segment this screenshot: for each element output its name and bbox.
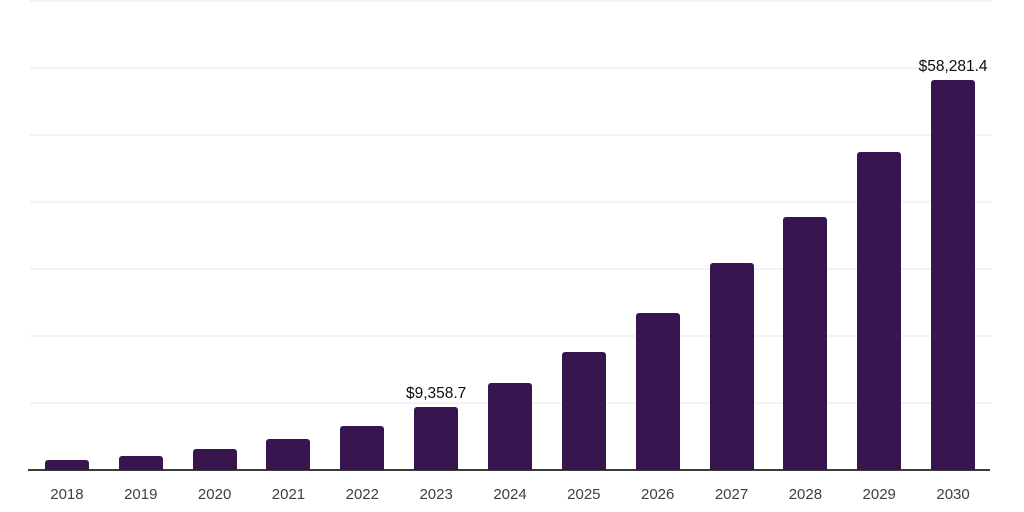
gridline-60000 [30, 67, 992, 69]
bar-2018 [45, 460, 89, 470]
bar-2030 [931, 80, 975, 470]
bar-2021 [266, 439, 310, 470]
x-tick-label-2019: 2019 [124, 486, 158, 503]
bar-2023 [414, 407, 458, 470]
gridline-70000 [30, 0, 992, 2]
x-tick-label-2018: 2018 [50, 486, 84, 503]
x-tick-label-2025: 2025 [567, 486, 601, 503]
gridline-50000 [30, 134, 992, 136]
x-tick-label-2030: 2030 [936, 486, 970, 503]
bar-value-label-2023: $9,358.7 [405, 385, 467, 402]
x-tick-label-2026: 2026 [641, 486, 675, 503]
bar-2026 [636, 313, 680, 470]
bar-2025 [562, 352, 606, 470]
bar-2024 [488, 383, 532, 470]
gridline-40000 [30, 201, 992, 203]
bar-value-label-2030: $58,281.4 [918, 58, 988, 75]
gridline-20000 [30, 335, 992, 337]
x-tick-label-2028: 2028 [788, 486, 823, 503]
x-tick-label-2021: 2021 [271, 486, 306, 503]
x-tick-label-2029: 2029 [862, 486, 896, 503]
bar-2029 [857, 152, 901, 470]
bar-2020 [193, 449, 237, 470]
x-tick-label-2023: 2023 [419, 486, 453, 503]
bar-2027 [710, 263, 754, 470]
gridline-30000 [30, 268, 992, 270]
x-axis-line [28, 469, 990, 471]
x-tick-label-2022: 2022 [345, 486, 379, 503]
x-tick-label-2024: 2024 [493, 486, 527, 503]
x-tick-label-2027: 2027 [714, 486, 749, 503]
bar-2022 [340, 426, 384, 470]
x-tick-label-2020: 2020 [197, 486, 232, 503]
bar-2019 [119, 456, 163, 470]
bar-2028 [783, 217, 827, 470]
